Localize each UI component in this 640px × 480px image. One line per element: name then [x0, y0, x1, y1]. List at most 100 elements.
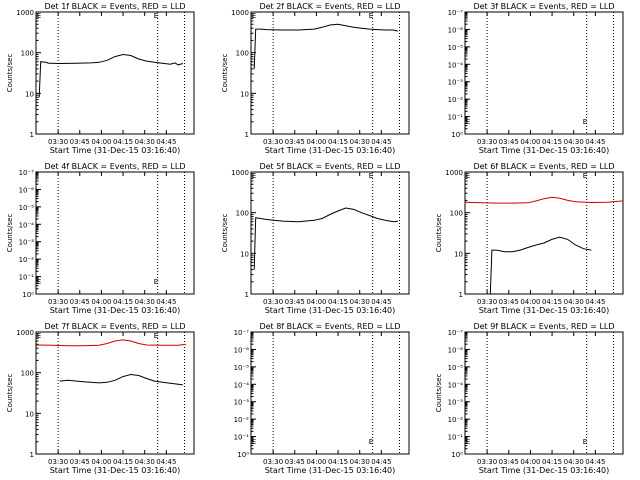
event-marker-end: E — [154, 278, 158, 286]
y-tick-label: 10⁻⁶ — [19, 186, 35, 194]
event-marker-start: E — [252, 438, 256, 446]
x-tick-label: 04:15 — [113, 138, 133, 146]
x-tick-label: 04:00 — [91, 298, 111, 306]
y-tick-label: 10⁰ — [22, 291, 34, 299]
x-tick-label: 04:30 — [135, 298, 155, 306]
y-tick-label: 10⁻² — [448, 96, 464, 104]
y-tick-label: 1000 — [16, 9, 34, 17]
events-series-line — [38, 53, 184, 98]
y-axis-label: Counts/sec — [435, 214, 443, 253]
event-marker-end: E — [583, 438, 587, 446]
x-axis-label: Start Time (31-Dec-15 03:16:40) — [50, 306, 181, 315]
x-tick-label: 04:30 — [135, 138, 155, 146]
y-tick-label: 100 — [21, 50, 34, 58]
y-tick-label: 100 — [236, 210, 249, 218]
lld-series-line — [464, 196, 624, 204]
plot-frame — [35, 11, 195, 135]
plot-frame — [464, 331, 624, 455]
events-series-line — [253, 207, 398, 270]
plot-frame — [250, 11, 410, 135]
events-series-line — [59, 373, 183, 386]
y-tick-label: 10 — [25, 90, 34, 98]
x-tick-label: 03:30 — [48, 298, 68, 306]
y-tick-label: 10⁻⁷ — [234, 329, 250, 337]
panel-det-9: Det 9f BLACK = Events, RED = LLD 03:30 03:… — [435, 322, 624, 475]
y-tick-label: 10⁻⁷ — [448, 9, 464, 17]
x-tick-label: 04:15 — [113, 298, 133, 306]
x-tick-label: 04:15 — [328, 138, 348, 146]
x-tick-label: 03:45 — [70, 138, 90, 146]
y-tick-label: 10⁻¹ — [448, 434, 464, 442]
y-tick-label: 10⁻⁵ — [448, 44, 464, 52]
plot-frame — [35, 171, 195, 295]
event-marker-end: E — [583, 118, 587, 126]
lld-series-line — [35, 339, 187, 347]
y-axis-label: Counts/sec — [221, 54, 229, 93]
y-tick-label: 10⁻⁵ — [234, 364, 250, 372]
y-tick-label: 10⁻² — [448, 416, 464, 424]
x-tick-label: 03:45 — [70, 298, 90, 306]
x-tick-label: 03:45 — [499, 298, 519, 306]
event-marker-start: E — [466, 438, 470, 446]
x-axis-label: Start Time (31-Dec-15 03:16:40) — [265, 306, 396, 315]
y-tick-label: 10⁻⁷ — [448, 329, 464, 337]
y-tick-label: 1000 — [16, 329, 34, 337]
y-tick-label: 1 — [30, 451, 34, 459]
x-tick-label: 04:30 — [135, 458, 155, 466]
panel-title: Det 1f BLACK = Events, RED = LLD — [44, 2, 185, 11]
x-tick-label: 04:30 — [564, 458, 584, 466]
x-tick-label: 04:45 — [156, 298, 176, 306]
panel-det-1: Det 1f BLACK = Events, RED = LLD 03:30 03:… — [6, 2, 195, 155]
y-axis-label: Counts/sec — [6, 374, 14, 413]
event-marker-start: E — [252, 172, 256, 180]
x-tick-label: 04:00 — [91, 458, 111, 466]
event-marker-end: E — [369, 12, 373, 20]
x-tick-label: 04:15 — [328, 298, 348, 306]
x-tick-label: 04:00 — [520, 138, 540, 146]
y-tick-label: 10 — [25, 410, 34, 418]
events-series-line — [253, 23, 399, 69]
panel-det-4: Det 4f BLACK = Events, RED = LLD 03:30 03:… — [6, 162, 195, 315]
event-marker-start: E — [37, 12, 41, 20]
x-tick-label: 03:30 — [263, 458, 283, 466]
x-axis-label: Start Time (31-Dec-15 03:16:40) — [50, 146, 181, 155]
x-axis-label: Start Time (31-Dec-15 03:16:40) — [479, 146, 610, 155]
panel-title: Det 6f BLACK = Events, RED = LLD — [473, 162, 614, 171]
y-tick-label: 10⁻² — [19, 256, 35, 264]
x-tick-label: 03:30 — [477, 138, 497, 146]
x-tick-label: 04:00 — [520, 458, 540, 466]
x-tick-label: 04:00 — [306, 298, 326, 306]
x-tick-label: 03:45 — [499, 458, 519, 466]
x-axis-label: Start Time (31-Dec-15 03:16:40) — [479, 466, 610, 475]
x-tick-label: 04:45 — [156, 138, 176, 146]
y-tick-label: 10⁻⁶ — [448, 346, 464, 354]
y-tick-label: 10⁻⁶ — [448, 26, 464, 34]
y-tick-label: 100 — [450, 210, 463, 218]
y-axis-label: Counts/sec — [221, 214, 229, 253]
event-marker-start: E — [466, 172, 470, 180]
y-axis-label: Counts/sec — [6, 54, 14, 93]
x-axis-label: Start Time (31-Dec-15 03:16:40) — [265, 466, 396, 475]
y-tick-label: 10⁻⁴ — [19, 221, 35, 229]
y-axis-label: Counts/sec — [435, 374, 443, 413]
x-tick-label: 04:15 — [542, 458, 562, 466]
plot-frame — [250, 171, 410, 295]
x-tick-label: 04:15 — [542, 298, 562, 306]
x-tick-label: 04:45 — [371, 138, 391, 146]
y-tick-label: 10⁰ — [237, 451, 249, 459]
y-tick-label: 10⁻⁴ — [234, 381, 250, 389]
y-tick-label: 10⁻¹ — [448, 114, 464, 122]
event-marker-end: E — [154, 12, 158, 20]
x-tick-label: 03:45 — [285, 138, 305, 146]
x-tick-label: 04:45 — [371, 458, 391, 466]
y-tick-label: 10⁻⁴ — [448, 381, 464, 389]
panel-det-5: Det 5f BLACK = Events, RED = LLD 03:30 03:… — [221, 162, 410, 315]
y-tick-label: 1 — [245, 131, 249, 139]
x-tick-label: 03:30 — [263, 298, 283, 306]
y-tick-label: 10⁻³ — [448, 399, 464, 407]
x-tick-label: 04:30 — [564, 298, 584, 306]
event-marker-end: E — [583, 172, 587, 180]
panel-title: Det 9f BLACK = Events, RED = LLD — [473, 322, 614, 331]
x-axis-label: Start Time (31-Dec-15 03:16:40) — [50, 466, 181, 475]
